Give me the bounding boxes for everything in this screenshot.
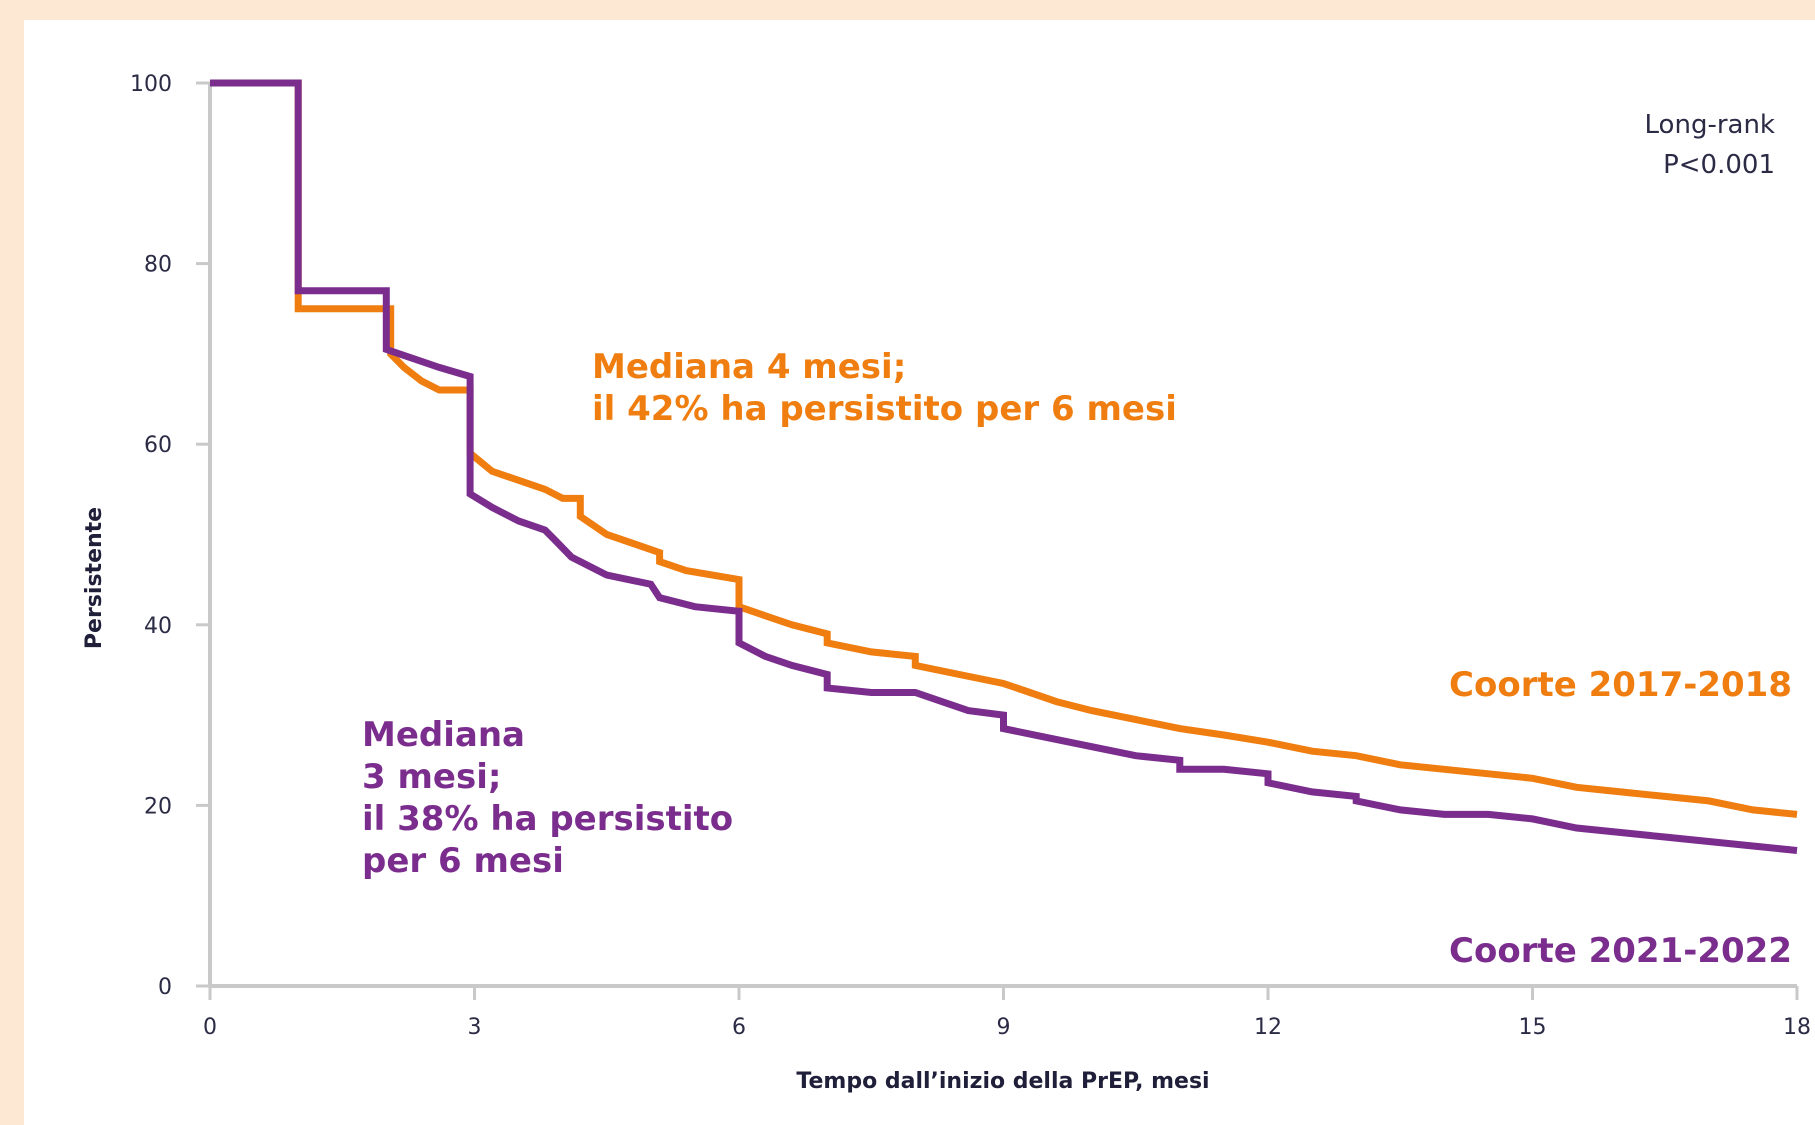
y-tick-label: 20 xyxy=(144,794,172,819)
x-axis-title: Tempo dall’inizio della PrEP, mesi xyxy=(796,1069,1209,1094)
annotation-purple-line-3: il 38% ha persistito xyxy=(362,799,733,839)
series-label-2017-2018: Coorte 2017-2018 xyxy=(1449,665,1792,705)
test-note-line-2: P<0.001 xyxy=(1663,150,1775,180)
annotation-orange-line-2: il 42% ha persistito per 6 mesi xyxy=(592,389,1177,429)
y-axis-title: Persistente xyxy=(82,507,107,649)
series-layer xyxy=(210,79,1798,854)
x-tick-label: 18 xyxy=(1783,1015,1811,1040)
annotation-purple-line-4: per 6 mesi xyxy=(362,841,564,881)
y-tick-label: 80 xyxy=(144,253,172,278)
series-line-2021-2022 xyxy=(210,79,1798,854)
x-tick-label: 15 xyxy=(1519,1015,1547,1040)
chart-panel xyxy=(24,20,1815,1125)
annotation-purple-line-2: 3 mesi; xyxy=(362,757,501,797)
annotation-orange-line-1: Mediana 4 mesi; xyxy=(592,347,906,387)
y-tick-label: 60 xyxy=(144,433,172,458)
x-tick-label: 12 xyxy=(1254,1015,1282,1040)
series-label-2021-2022: Coorte 2021-2022 xyxy=(1449,931,1792,971)
test-note-line-1: Long-rank xyxy=(1645,110,1775,140)
x-tick-label: 9 xyxy=(997,1015,1011,1040)
x-tick-label: 3 xyxy=(468,1015,482,1040)
axes: 0 20 40 60 80 100 0 3 6 9 12 15 18 xyxy=(130,72,1811,1040)
y-tick-label: 100 xyxy=(130,72,172,97)
x-tick-label: 0 xyxy=(203,1015,217,1040)
x-tick-label: 6 xyxy=(732,1015,746,1040)
y-tick-label: 40 xyxy=(144,614,172,639)
annotation-purple-line-1: Mediana xyxy=(362,715,525,755)
y-tick-label: 0 xyxy=(158,975,172,1000)
